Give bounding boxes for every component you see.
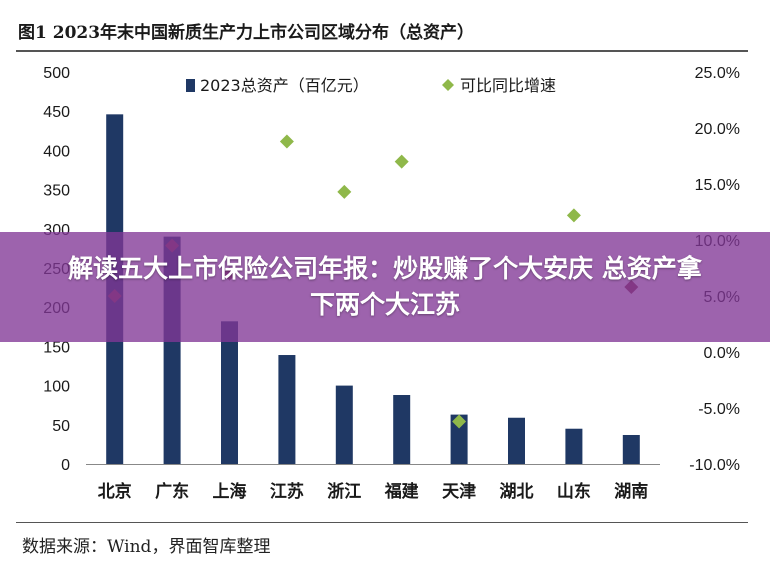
bar [450,414,468,464]
bar [393,395,411,464]
y-left-tick-label: 0 [61,457,70,474]
legend-bar-swatch [186,79,195,92]
y-right-tick-label: -5.0% [698,401,740,418]
growth-point [279,134,294,149]
growth-point [566,208,581,223]
y-right-tick-label: 25.0% [695,65,740,82]
y-right-tick-label: -10.0% [689,457,740,474]
x-tick-label: 广东 [155,481,189,502]
y-left-tick-label: 150 [43,339,70,356]
x-tick-label: 福建 [384,481,419,502]
legend-point-label: 可比同比增速 [460,76,556,95]
bar [335,385,353,464]
top-rule [16,50,748,52]
headline-text: 解读五大上市保险公司年报：炒股赚了个大安庆 总资产拿下两个大江苏 [68,254,702,319]
y-left-tick-label: 500 [43,65,70,82]
headline-banner[interactable]: 解读五大上市保险公司年报：炒股赚了个大安庆 总资产拿下两个大江苏 [0,232,770,342]
x-tick-label: 天津 [442,481,476,502]
source-note: 数据来源：Wind，界面智库整理 [22,537,271,557]
x-tick-label: 江苏 [270,481,304,502]
y-left-tick-label: 400 [43,143,70,160]
bar [508,417,525,464]
bottom-rule [16,522,748,523]
y-left-tick-label: 450 [43,104,70,121]
bar [221,321,238,464]
y-left-tick-label: 50 [52,418,70,435]
x-tick-label: 山东 [557,481,591,502]
growth-point [394,154,409,169]
growth-point [337,184,352,199]
x-tick-label: 浙江 [327,481,361,502]
y-right-tick-label: 0.0% [704,345,740,362]
x-tick-label: 湖南 [614,481,648,502]
legend-bar-label: 2023总资产（百亿元） [200,76,369,95]
bar [565,428,583,464]
y-left-tick-label: 100 [43,379,70,396]
y-right-tick-label: 20.0% [695,121,740,138]
x-tick-label: 湖北 [500,482,534,502]
x-tick-label: 上海 [213,481,247,502]
bar [278,355,296,464]
legend-point-swatch [442,79,454,91]
y-left-tick-label: 350 [43,183,70,200]
x-tick-label: 北京 [98,481,132,502]
growth-point [452,414,467,429]
y-right-tick-label: 15.0% [695,177,740,194]
bar [622,434,640,464]
chart-title: 图1 2023年末中国新质生产力上市公司区域分布（总资产） [18,23,475,43]
